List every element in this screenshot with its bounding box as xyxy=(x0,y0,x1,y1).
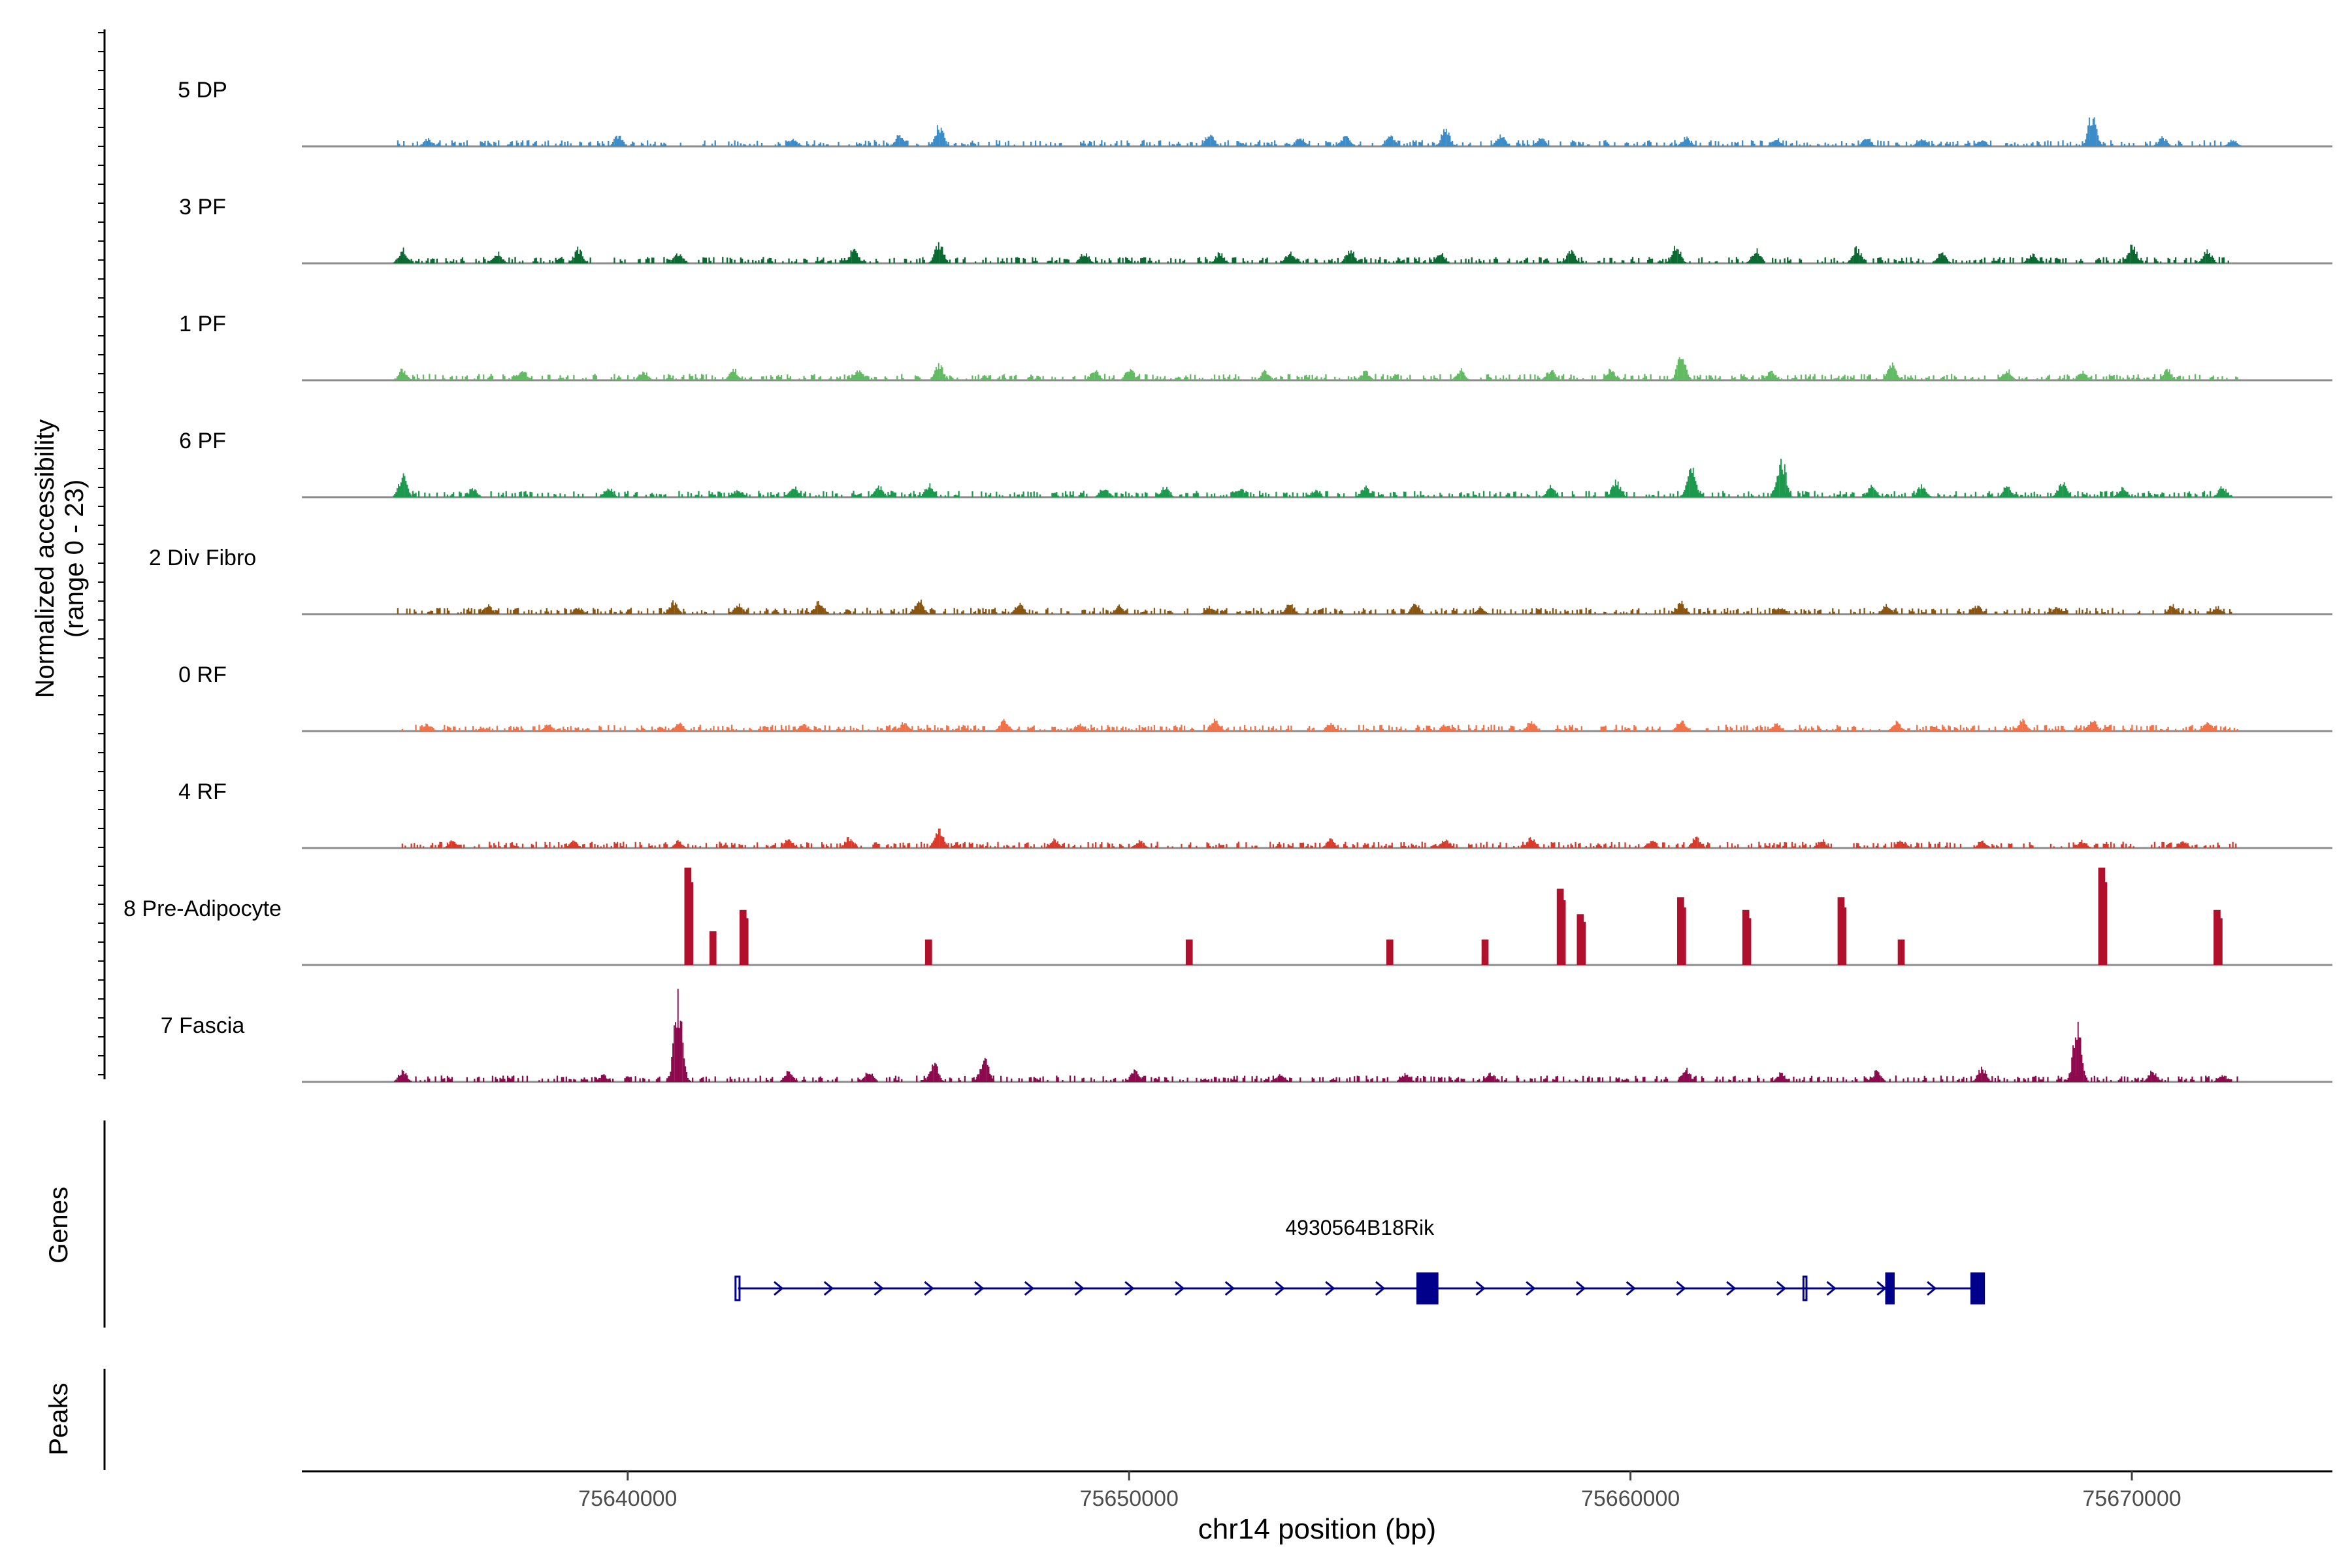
x-tick-label: 75640000 xyxy=(578,1486,677,1511)
coverage-area xyxy=(684,868,2223,965)
strand-arrow xyxy=(1475,1281,1486,1296)
strand-arrow xyxy=(1325,1281,1335,1296)
exon xyxy=(1970,1272,1985,1305)
track-9: 7 Fascia xyxy=(161,988,2332,1083)
y-axis-label-line1: Normalized accessibility xyxy=(31,419,59,698)
strand-arrow xyxy=(1174,1281,1185,1296)
track-label: 2 Div Fibro xyxy=(149,546,256,570)
track-2: 3 PF xyxy=(179,195,2332,265)
exon xyxy=(734,1275,741,1301)
strand-arrow xyxy=(1275,1281,1285,1296)
strand-arrow xyxy=(1124,1281,1135,1296)
exon xyxy=(1416,1272,1439,1305)
strand-arrow xyxy=(1776,1281,1787,1296)
strand-arrow xyxy=(1024,1281,1035,1296)
track-label: 1 PF xyxy=(179,312,226,336)
gene-annotations: 4930564B18Rik xyxy=(734,1216,1985,1305)
peaks-panel-label: Peaks xyxy=(44,1382,73,1455)
strand-arrow xyxy=(1625,1281,1636,1296)
track-8: 8 Pre-Adipocyte xyxy=(123,868,2332,966)
exon xyxy=(1885,1272,1895,1305)
genes-panel-label: Genes xyxy=(44,1186,73,1264)
y-axis-label-line2: (range 0 - 23) xyxy=(60,480,89,638)
strand-arrow xyxy=(1676,1281,1686,1296)
coverage-area xyxy=(393,242,2229,263)
coverage-area xyxy=(394,988,2238,1082)
track-label: 4 RF xyxy=(178,779,227,804)
strand-arrow xyxy=(1876,1281,1887,1296)
strand-arrow xyxy=(1927,1281,1937,1296)
track-3: 1 PF xyxy=(179,312,2332,382)
track-label: 8 Pre-Adipocyte xyxy=(123,896,282,921)
track-6: 0 RF xyxy=(178,662,2332,732)
coverage-area xyxy=(401,719,2238,731)
strand-arrow xyxy=(1074,1281,1085,1296)
strand-arrow xyxy=(823,1281,834,1296)
coverage-area xyxy=(397,599,2232,614)
track-label: 0 RF xyxy=(178,662,227,687)
track-7: 4 RF xyxy=(178,779,2332,849)
coverage-area xyxy=(394,357,2238,380)
strand-arrow xyxy=(1375,1281,1386,1296)
track-1: 5 DP xyxy=(178,78,2332,148)
gene: 4930564B18Rik xyxy=(734,1216,1985,1305)
coverage-tracks: 5 DP 3 PF 1 PF 6 PF 2 Div Fibro 0 RF 4 RF 8 Pre… xyxy=(123,78,2332,1083)
strand-arrow xyxy=(1575,1281,1586,1296)
coverage-area xyxy=(397,117,2242,146)
x-axis-ticks: 75640000 75650000 75660000 75670000 xyxy=(578,1471,2181,1511)
track-4: 6 PF xyxy=(179,429,2332,498)
gene-name: 4930564B18Rik xyxy=(1285,1216,1435,1239)
track-label: 3 PF xyxy=(179,195,226,220)
track-label: 7 Fascia xyxy=(161,1013,245,1038)
coverage-area xyxy=(393,459,2233,497)
track-5: 2 Div Fibro xyxy=(149,546,2332,615)
x-tick-label: 75650000 xyxy=(1080,1486,1179,1511)
strand-arrow xyxy=(1224,1281,1235,1296)
coverage-area xyxy=(401,828,2237,848)
strand-arrow xyxy=(1826,1281,1837,1296)
strand-arrow xyxy=(974,1281,985,1296)
coverage-y-ticks xyxy=(98,32,105,1075)
strand-arrow xyxy=(1726,1281,1737,1296)
x-tick-label: 75660000 xyxy=(1581,1486,1680,1511)
strand-arrow xyxy=(874,1281,884,1296)
track-label: 6 PF xyxy=(179,429,226,453)
strand-arrow xyxy=(774,1281,784,1296)
strand-arrow xyxy=(924,1281,934,1296)
x-axis-title: chr14 position (bp) xyxy=(1198,1513,1436,1545)
track-label: 5 DP xyxy=(178,78,227,103)
strand-arrow xyxy=(1526,1281,1536,1296)
exon xyxy=(1802,1275,1808,1301)
x-tick-label: 75670000 xyxy=(2082,1486,2181,1511)
